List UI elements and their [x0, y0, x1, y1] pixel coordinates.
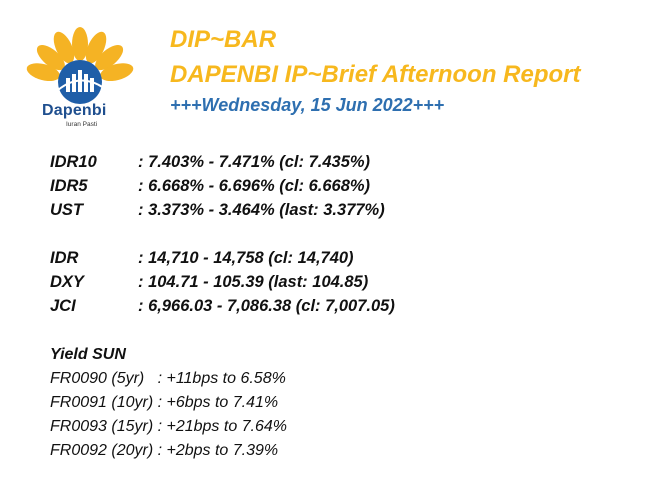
rate-value: : 3.373% - 3.464% (last: 3.377%): [138, 201, 385, 219]
yield-row: FR0091 (10yr) : +6bps to 7.41%: [50, 394, 279, 411]
market-value: : 6,966.03 - 7,086.38 (cl: 7,007.05): [138, 297, 395, 315]
logo-tagline: Iuran Pasti: [66, 121, 98, 128]
sun-petal: [53, 31, 75, 64]
markets-group: IDR : 14,710 - 14,758 (cl: 14,740) DXY : 1…: [50, 246, 395, 318]
yield-sun-heading: Yield SUN: [50, 346, 126, 363]
market-row: DXY : 104.71 - 105.39 (last: 104.85): [50, 270, 395, 294]
sun-petal: [36, 45, 65, 71]
rate-value: : 7.403% - 7.471% (cl: 7.435%): [138, 153, 371, 171]
market-row: JCI : 6,966.03 - 7,086.38 (cl: 7,007.05): [50, 294, 395, 318]
market-label: DXY: [50, 273, 84, 291]
sun-logo-icon: [26, 27, 134, 104]
sun-petal: [95, 45, 124, 71]
rate-row: UST : 3.373% - 3.464% (last: 3.377%): [50, 198, 385, 222]
yield-row: FR0090 (5yr) : +11bps to 6.58%: [50, 370, 286, 387]
market-value: : 104.71 - 105.39 (last: 104.85): [138, 273, 369, 291]
yield-row: FR0092 (20yr) : +2bps to 7.39%: [50, 442, 279, 459]
rate-row: IDR5 : 6.668% - 6.696% (cl: 6.668%): [50, 174, 385, 198]
report-title: DIP~BAR: [170, 26, 277, 53]
report-subtitle: DAPENBI IP~Brief Afternoon Report: [170, 61, 581, 88]
rate-label: UST: [50, 201, 83, 219]
sun-petal: [72, 27, 88, 61]
rates-group: IDR10 : 7.403% - 7.471% (cl: 7.435%) IDR5…: [50, 150, 385, 222]
logo-name: Dapenbi: [42, 102, 107, 119]
rate-row: IDR10 : 7.403% - 7.471% (cl: 7.435%): [50, 150, 385, 174]
sun-petal: [85, 31, 107, 64]
rate-value: : 6.668% - 6.696% (cl: 6.668%): [138, 177, 371, 195]
dapenbi-logo: Dapenbi Iuran Pasti: [14, 12, 146, 134]
yield-sun-section: Yield SUN FR0090 (5yr) : +11bps to 6.58%…: [50, 343, 287, 463]
market-value: : 14,710 - 14,758 (cl: 14,740): [138, 249, 354, 267]
market-label: IDR: [50, 249, 79, 267]
yield-row: FR0093 (15yr) : +21bps to 7.64%: [50, 418, 288, 435]
market-label: JCI: [50, 297, 76, 315]
report-date: +++Wednesday, 15 Jun 2022+++: [170, 95, 445, 115]
market-row: IDR : 14,710 - 14,758 (cl: 14,740): [50, 246, 395, 270]
rate-label: IDR10: [50, 153, 97, 171]
sun-petal: [100, 63, 134, 82]
rate-label: IDR5: [50, 177, 88, 195]
sun-petal: [26, 63, 60, 82]
